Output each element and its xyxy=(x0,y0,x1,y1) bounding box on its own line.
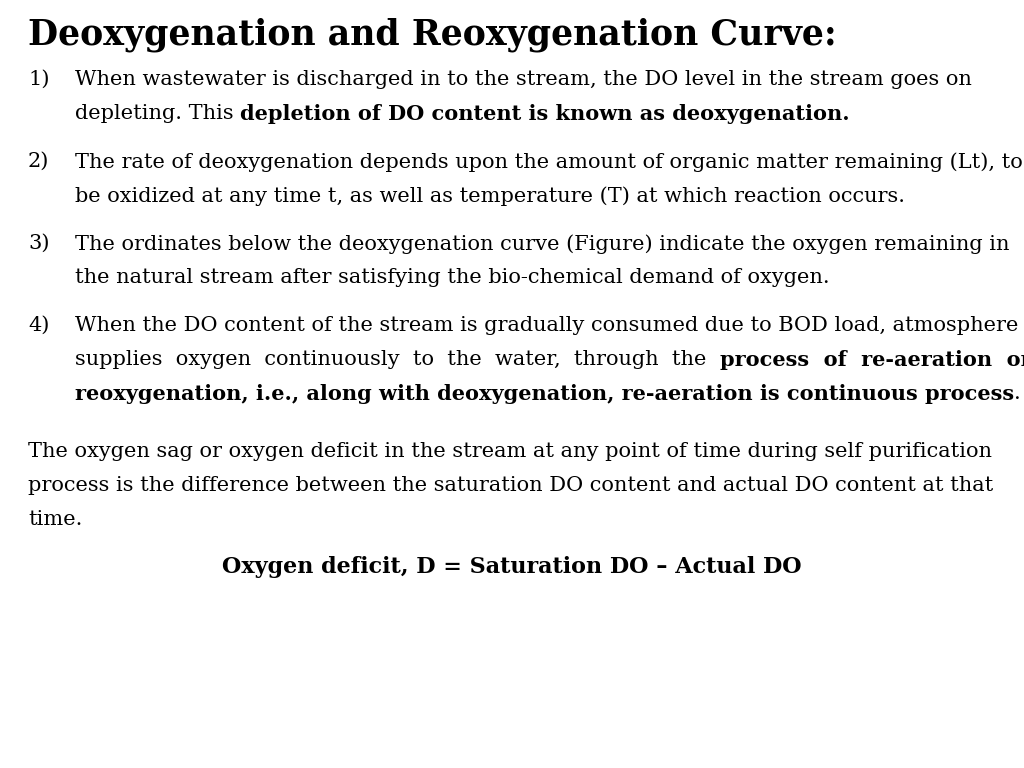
Text: When the DO content of the stream is gradually consumed due to BOD load, atmosph: When the DO content of the stream is gra… xyxy=(75,316,1019,335)
Text: .: . xyxy=(1014,384,1021,403)
Text: be oxidized at any time t, as well as temperature (T) at which reaction occurs.: be oxidized at any time t, as well as te… xyxy=(75,186,905,206)
Text: the natural stream after satisfying the bio-chemical demand of oxygen.: the natural stream after satisfying the … xyxy=(75,268,829,287)
Text: Oxygen deficit, D = Saturation DO – Actual DO: Oxygen deficit, D = Saturation DO – Actu… xyxy=(222,556,802,578)
Text: depleting. This: depleting. This xyxy=(75,104,241,123)
Text: process  of  re-aeration  or: process of re-aeration or xyxy=(720,350,1024,370)
Text: depletion of DO content is known as deoxygenation.: depletion of DO content is known as deox… xyxy=(241,104,850,124)
Text: The oxygen sag or oxygen deficit in the stream at any point of time during self : The oxygen sag or oxygen deficit in the … xyxy=(28,442,992,461)
Text: process is the difference between the saturation DO content and actual DO conten: process is the difference between the sa… xyxy=(28,476,993,495)
Text: Deoxygenation and Reoxygenation Curve:: Deoxygenation and Reoxygenation Curve: xyxy=(28,18,837,52)
Text: 4): 4) xyxy=(28,316,49,335)
Text: The rate of deoxygenation depends upon the amount of organic matter remaining (L: The rate of deoxygenation depends upon t… xyxy=(75,152,1023,172)
Text: 3): 3) xyxy=(28,234,49,253)
Text: When wastewater is discharged in to the stream, the DO level in the stream goes : When wastewater is discharged in to the … xyxy=(75,70,972,89)
Text: time.: time. xyxy=(28,510,82,529)
Text: reoxygenation, i.e., along with deoxygenation, re-aeration is continuous process: reoxygenation, i.e., along with deoxygen… xyxy=(75,384,1014,404)
Text: The ordinates below the deoxygenation curve (Figure) indicate the oxygen remaini: The ordinates below the deoxygenation cu… xyxy=(75,234,1010,253)
Text: supplies  oxygen  continuously  to  the  water,  through  the: supplies oxygen continuously to the wate… xyxy=(75,350,720,369)
Text: 1): 1) xyxy=(28,70,49,89)
Text: 2): 2) xyxy=(28,152,49,171)
